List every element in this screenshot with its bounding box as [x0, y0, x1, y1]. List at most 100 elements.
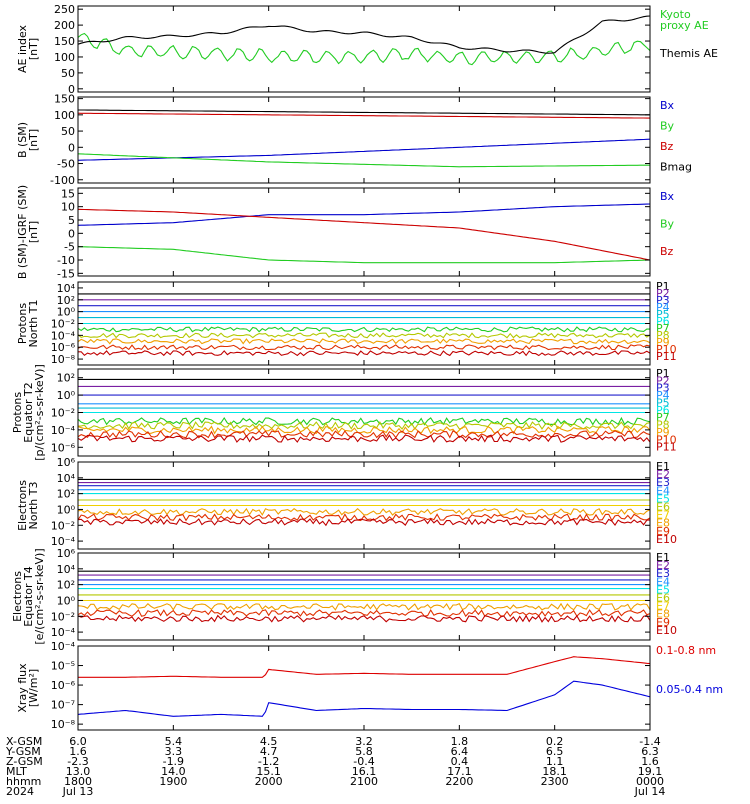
legend-entry: E2 — [656, 559, 670, 572]
legend-entry: P7 — [656, 322, 670, 335]
series-line-E9 — [78, 609, 650, 618]
legend-entry: P9 — [656, 426, 670, 439]
legend-entry: Bz — [660, 245, 674, 258]
x-row-value: 1800 — [64, 775, 92, 788]
legend-entry: E5 — [656, 583, 670, 596]
legend-entry: Bx — [660, 190, 675, 203]
legend-entry: P10 — [656, 343, 677, 356]
ylabel-text: Xray flux[W/m²] — [16, 663, 40, 713]
legend-entry: E1 — [656, 460, 670, 473]
panel-ylabel: ElectronsNorth T3 — [16, 480, 40, 531]
x-row-value: 1.6 — [69, 745, 87, 758]
legend-entry: P8 — [656, 329, 670, 342]
x-row-value: 4.5 — [260, 735, 278, 748]
x-row-label: X-GSM — [6, 735, 42, 748]
legend-entry: E10 — [656, 533, 677, 546]
x-row-label: Z-GSM — [6, 755, 43, 768]
series-line-P7 — [78, 326, 650, 333]
ytick-label: 10⁰ — [57, 503, 76, 516]
legend-entry: E7 — [656, 509, 670, 522]
panel-series — [78, 378, 650, 443]
x-row-value: 1.6 — [641, 755, 659, 768]
legend-entry: P4 — [656, 389, 670, 402]
ytick-label: 10⁴ — [57, 563, 76, 576]
x-row-value: 15.1 — [256, 765, 281, 778]
x-row-value: 16.1 — [352, 765, 377, 778]
ytick-label: -50 — [57, 158, 75, 171]
x-row-value: 17.1 — [447, 765, 472, 778]
x-row-value: 6.0 — [69, 735, 87, 748]
x-row-value: -1.9 — [163, 755, 184, 768]
x-row-value: 6.4 — [451, 745, 469, 758]
x-row-value: Jul 13 — [62, 785, 94, 798]
x-row-value: 2100 — [350, 775, 378, 788]
panel-legend: Bx By Bz — [660, 190, 675, 258]
panel-ylabel: AE index[nT] — [16, 24, 40, 73]
panel-legend: 0.1-0.8 nm 0.05-0.4 nm — [656, 644, 723, 696]
legend-entry: P11 — [656, 350, 677, 363]
panel-8: 10⁻⁸ 10⁻⁷ 10⁻⁶ 10⁻⁵ 10⁻⁴ Xray flux[W/m²] 0.1-0… — [16, 640, 723, 731]
ytick-label: 10⁰ — [57, 306, 76, 319]
ytick-label: 10⁻⁶ — [51, 341, 76, 354]
x-row-value: 0.2 — [546, 735, 564, 748]
legend-entry: E8 — [656, 608, 670, 621]
x-row-value: 1.1 — [546, 755, 564, 768]
panel-7: 10⁻⁴ 10⁻² 10⁰ 10² 10⁴ 10⁶ ElectronsEquator T4[… — [11, 547, 677, 645]
legend-entry: E1 — [656, 551, 670, 564]
x-row-label: MLT — [6, 765, 27, 778]
ylabel-text: ElectronsEquator T4[e/(cm²-s-sr-keV)] — [11, 548, 46, 644]
series-line-P8 — [78, 420, 650, 430]
legend-entry: E9 — [656, 525, 670, 538]
series-line-By — [78, 153, 650, 168]
series-line-Bz — [78, 112, 650, 119]
legend-entry: E3 — [656, 476, 670, 489]
panel-series — [78, 293, 650, 357]
legend-entry: P7 — [656, 411, 670, 424]
ytick-label: -100 — [50, 174, 75, 187]
series-line-P8 — [78, 332, 650, 339]
legend-entry: P8 — [656, 419, 670, 432]
ytick-label: 10⁻⁴ — [51, 424, 76, 437]
legend-entry: E7 — [656, 600, 670, 613]
ylabel-text: B (SM)[nT] — [16, 122, 40, 158]
ytick-label: 100 — [54, 51, 75, 64]
ylabel-text: ElectronsNorth T3 — [16, 480, 40, 531]
x-axis-table: X-GSM 6.0 5.4 4.5 3.2 1.8 0.2 -1.4 Y-GSM 1.6 3.3 4.… — [5, 735, 665, 798]
ytick-label: 10⁻⁷ — [51, 699, 75, 712]
series-line-Kyoto-proxy-AE — [78, 32, 650, 66]
x-row-value: -0.4 — [353, 755, 374, 768]
legend-entry: E4 — [656, 484, 670, 497]
x-row-value: 1.8 — [451, 735, 469, 748]
legend-entry: E8 — [656, 517, 670, 530]
ylabel-text: ProtonsEquator T2[p/(cm²-s-sr-keV)] — [11, 364, 46, 461]
panel-series — [78, 478, 650, 527]
ytick-label: 10⁻⁵ — [51, 660, 75, 673]
legend-entry: E6 — [656, 592, 670, 605]
x-row-label: Y-GSM — [5, 745, 41, 758]
legend-entry: P1 — [656, 367, 670, 380]
legend-entry: E6 — [656, 501, 670, 514]
panel-ylabel: ProtonsEquator T2[p/(cm²-s-sr-keV)] — [11, 364, 46, 461]
ylabel-text: AE index[nT] — [16, 24, 40, 73]
ytick-label: 100 — [54, 109, 75, 122]
x-row-value: 0000 — [636, 775, 664, 788]
ytick-label: 5 — [68, 214, 75, 227]
legend-entry: P4 — [656, 301, 670, 314]
ytick-label: 10⁻⁴ — [51, 640, 76, 653]
ytick-label: 10⁻⁴ — [51, 329, 76, 342]
legend-entry: P11 — [656, 441, 677, 454]
series-line-Bmag — [78, 109, 650, 116]
x-row-value: 13.0 — [66, 765, 91, 778]
ytick-label: 10⁻² — [51, 318, 75, 331]
ylabel-text: ProtonsNorth T1 — [16, 300, 40, 348]
legend-entry: Bz — [660, 140, 674, 153]
x-row-value: 5.4 — [165, 735, 183, 748]
series-line-P11 — [78, 434, 650, 443]
ytick-label: -5 — [64, 241, 75, 254]
x-row-value: -1.4 — [639, 735, 660, 748]
